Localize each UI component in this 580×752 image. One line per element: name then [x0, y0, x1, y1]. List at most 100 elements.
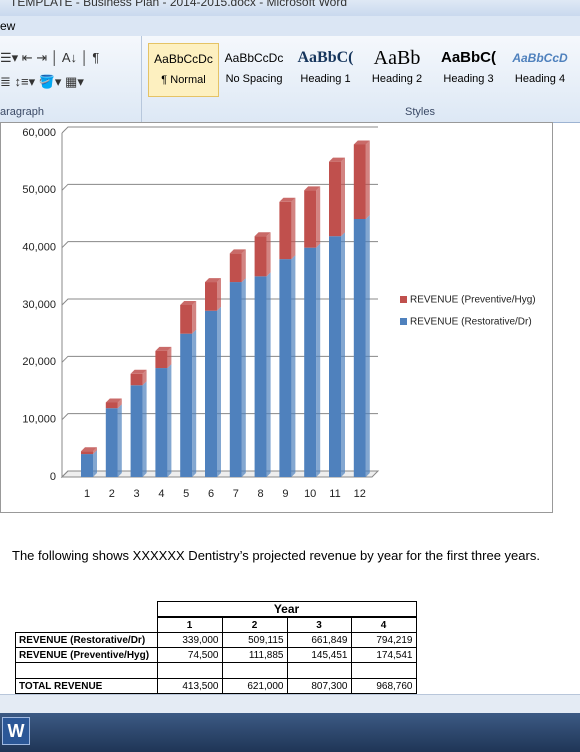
- bar-segment: [353, 144, 366, 219]
- x-tick-label: 11: [329, 488, 340, 500]
- paragraph-buttons[interactable]: ☰▾ ⇤ ⇥ │ A↓ │ ¶ ≣ ↕≡▾ 🪣▾ ▦▾: [0, 50, 100, 89]
- legend-swatch: [400, 296, 407, 303]
- style-button[interactable]: AaBbC( Heading 1: [291, 43, 360, 95]
- ribbon-tabs: ew: [0, 16, 580, 36]
- bar-segment: [155, 368, 168, 477]
- x-tick-label: 10: [304, 488, 316, 500]
- cell: 968,760: [350, 678, 417, 694]
- x-tick-label: 6: [208, 488, 214, 500]
- bar-side: [291, 255, 296, 477]
- table-row: REVENUE (Preventive/Hyg) 74,500 111,885 145…: [15, 647, 417, 663]
- style-preview: AaBbC(: [297, 49, 354, 66]
- bar-side: [142, 381, 147, 477]
- bar-segment: [105, 408, 118, 477]
- style-button[interactable]: AaBbCcDc ¶ Normal: [148, 43, 219, 97]
- bar-segment: [180, 305, 193, 334]
- grid-line: [61, 241, 378, 249]
- style-button[interactable]: AaBbCcD Heading 4: [506, 43, 575, 95]
- bar-side: [365, 140, 370, 219]
- bar-side: [241, 278, 246, 477]
- cell: 174,541: [350, 647, 417, 663]
- cell: 794,219: [350, 632, 417, 648]
- style-preview: AaBb: [373, 47, 421, 69]
- cell: 807,300: [286, 678, 352, 694]
- style-preview: AaBbC(: [441, 49, 496, 66]
- cell: [350, 662, 417, 679]
- x-tick-label: 1: [84, 488, 90, 500]
- style-name: Heading 4: [514, 73, 566, 85]
- bar-side: [167, 346, 172, 369]
- table-wrap: Year 1 2 3 4 REVENUE (Restorative/Dr) 339,000 5…: [15, 601, 417, 694]
- grid-line: [61, 298, 378, 306]
- bar-side: [117, 398, 122, 409]
- cell: [15, 617, 158, 633]
- bar-side: [241, 249, 246, 283]
- cell: [16, 602, 158, 618]
- cell: 621,000: [221, 678, 288, 694]
- y-tick-label: 10,000: [22, 414, 56, 426]
- style-name: Heading 2: [371, 73, 423, 85]
- bar-segment: [155, 350, 168, 369]
- bar-top: [353, 140, 370, 145]
- bar-top: [279, 197, 296, 202]
- bar-segment: [254, 276, 267, 477]
- word-icon[interactable]: W: [2, 717, 30, 745]
- cell: [221, 662, 288, 679]
- bar-top: [105, 398, 122, 403]
- bar-side: [142, 369, 147, 386]
- bar-segment: [229, 282, 242, 477]
- style-button[interactable]: AaBbC(Heading 3: [434, 43, 503, 95]
- bar-segment: [329, 236, 341, 477]
- bar-top: [155, 346, 172, 351]
- table-group-header: Year: [156, 601, 417, 618]
- bar-segment: [304, 190, 317, 248]
- grid-line: [61, 413, 378, 421]
- cell: [286, 662, 352, 679]
- cell: 74,500: [156, 647, 223, 663]
- style-name: ¶ Normal: [161, 74, 206, 86]
- grid-line: [61, 126, 378, 134]
- cell: 339,000: [156, 632, 223, 648]
- cell: 509,115: [221, 632, 288, 648]
- x-tick-label: 4: [158, 488, 164, 500]
- bar-side: [316, 186, 321, 248]
- bar-segment: [254, 236, 267, 277]
- style-button[interactable]: AaBbCcDc No Spacing: [220, 43, 289, 95]
- style-button[interactable]: AaBb Heading 2: [363, 43, 432, 95]
- column-header: 3: [286, 616, 352, 633]
- bar-segment: [130, 385, 143, 477]
- cell: 413,500: [156, 678, 223, 694]
- bar-segment: [180, 333, 193, 477]
- tab[interactable]: ew: [0, 19, 16, 33]
- cell: REVENUE (Preventive/Hyg): [15, 647, 158, 663]
- group-label: Styles: [405, 106, 435, 118]
- revenue-table: Year 1 2 3 4 REVENUE (Restorative/Dr) 339,000 5…: [15, 601, 417, 694]
- x-tick-label: 12: [354, 488, 366, 500]
- y-tick-label: 20,000: [22, 356, 56, 368]
- cell: 111,885: [221, 647, 288, 663]
- separator: [141, 36, 142, 122]
- bar-segment: [279, 259, 292, 477]
- cell: 661,849: [286, 632, 352, 648]
- legend-swatch: [400, 318, 407, 325]
- bar-segment: [304, 247, 317, 477]
- style-name: Heading 1: [300, 73, 351, 85]
- column-header: 1: [156, 616, 223, 633]
- bar-top: [329, 157, 345, 162]
- style-name: No Spacing: [225, 73, 283, 85]
- style-preview: AaBbCcD: [512, 51, 568, 65]
- y-tick-label: 0: [50, 471, 56, 483]
- bar-side: [117, 404, 122, 477]
- y-tick-label: 30,000: [22, 299, 56, 311]
- bar-segment: [279, 201, 292, 260]
- cell: REVENUE (Restorative/Dr): [15, 632, 158, 648]
- style-preview: AaBbCcDc: [224, 51, 284, 65]
- status-bar: [0, 694, 580, 714]
- style-preview: AaBbCcDc: [154, 52, 213, 66]
- y-tick-label: 40,000: [22, 242, 56, 254]
- bar-side: [192, 301, 197, 334]
- bar-top: [205, 278, 221, 283]
- ribbon: ☰▾ ⇤ ⇥ │ A↓ │ ¶ ≣ ↕≡▾ 🪣▾ ▦▾ aragraph Styl…: [0, 36, 580, 123]
- grid-line: [61, 183, 378, 191]
